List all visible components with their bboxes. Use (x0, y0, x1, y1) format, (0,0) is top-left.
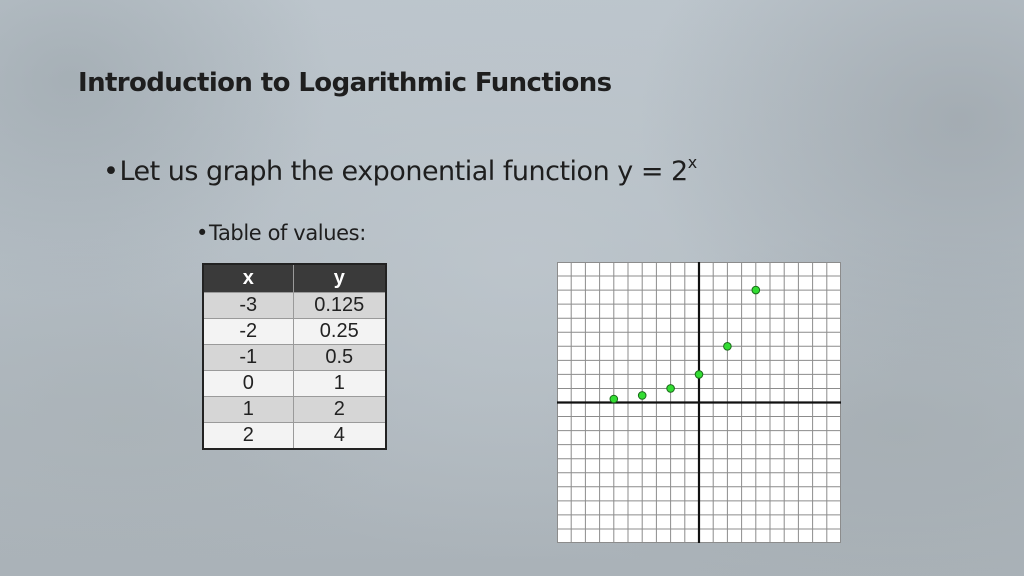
table-cell-x: 2 (203, 422, 293, 449)
table-cell-x: 0 (203, 370, 293, 397)
table-cell-x: -2 (203, 318, 293, 345)
table-cell-y: 0.125 (292, 292, 386, 319)
table-row: -3 0.125 (203, 292, 386, 319)
column-header-y: y (292, 264, 386, 293)
table-row: -1 0.5 (203, 344, 386, 371)
table-row: 2 4 (203, 422, 386, 449)
bullet-sub-text: Table of values: (209, 221, 366, 245)
table-row: 1 2 (203, 396, 386, 423)
table-cell-y: 1 (292, 370, 386, 397)
table-cell-x: -1 (203, 344, 293, 371)
data-point (751, 285, 761, 295)
table-row: -2 0.25 (203, 318, 386, 345)
data-point (694, 370, 704, 379)
table-header-row: x y (203, 264, 386, 293)
bullet-glyph: • (103, 156, 119, 187)
axes (557, 262, 841, 543)
table-row: 0 1 (203, 370, 386, 397)
table-cell-y: 4 (292, 422, 386, 449)
column-header-x: x (203, 264, 293, 293)
table-cell-x: -3 (203, 292, 293, 319)
table-cell-x: 1 (203, 396, 293, 423)
data-points (609, 285, 761, 404)
values-table: x y -3 0.125 -2 0.25 -1 0.5 0 1 1 2 2 4 (202, 263, 387, 450)
data-point (666, 384, 675, 393)
bullet-main-exponent: x (687, 153, 697, 172)
data-point (723, 342, 732, 351)
coordinate-graph (557, 262, 841, 543)
data-point (609, 394, 619, 404)
bullet-main-text: Let us graph the exponential function y … (119, 156, 688, 187)
table-cell-y: 0.25 (292, 318, 386, 345)
bullet-sub: •Table of values: (196, 221, 366, 245)
data-point (637, 391, 647, 400)
table-cell-y: 0.5 (292, 344, 386, 371)
slide-title: Introduction to Logarithmic Functions (78, 68, 612, 98)
table-cell-y: 2 (292, 396, 386, 423)
bullet-sub-glyph: • (196, 221, 208, 245)
bullet-main: •Let us graph the exponential function y… (103, 153, 697, 187)
